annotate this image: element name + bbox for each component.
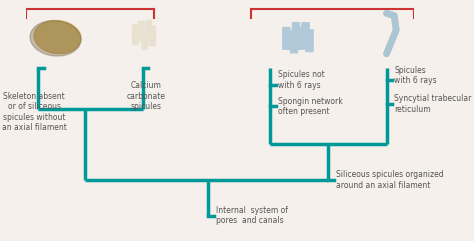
Text: Spongin network
often present: Spongin network often present xyxy=(278,96,343,116)
FancyBboxPatch shape xyxy=(150,26,156,46)
Ellipse shape xyxy=(30,20,81,56)
FancyBboxPatch shape xyxy=(142,29,148,49)
Text: Syncytial trabecular
reticulum: Syncytial trabecular reticulum xyxy=(394,94,472,114)
FancyBboxPatch shape xyxy=(290,31,298,53)
Text: Calcium
carbonate
spicules: Calcium carbonate spicules xyxy=(127,81,166,111)
Text: Skeleton absent
or of siliceous
spicules without
an axial filament: Skeleton absent or of siliceous spicules… xyxy=(2,92,67,132)
Text: Internal  system of
pores  and canals: Internal system of pores and canals xyxy=(216,206,288,226)
Text: Siliceous spicules organized
around an axial filament: Siliceous spicules organized around an a… xyxy=(336,170,444,190)
FancyBboxPatch shape xyxy=(298,27,306,49)
Text: Spicules
with 6 rays: Spicules with 6 rays xyxy=(394,66,437,85)
FancyBboxPatch shape xyxy=(146,20,152,40)
FancyBboxPatch shape xyxy=(132,25,138,45)
FancyBboxPatch shape xyxy=(283,27,290,49)
Ellipse shape xyxy=(34,20,81,54)
FancyBboxPatch shape xyxy=(306,29,313,52)
FancyBboxPatch shape xyxy=(138,21,144,41)
FancyBboxPatch shape xyxy=(302,22,310,45)
FancyBboxPatch shape xyxy=(292,22,300,45)
Text: Spicules not
with 6 rays: Spicules not with 6 rays xyxy=(278,70,325,90)
